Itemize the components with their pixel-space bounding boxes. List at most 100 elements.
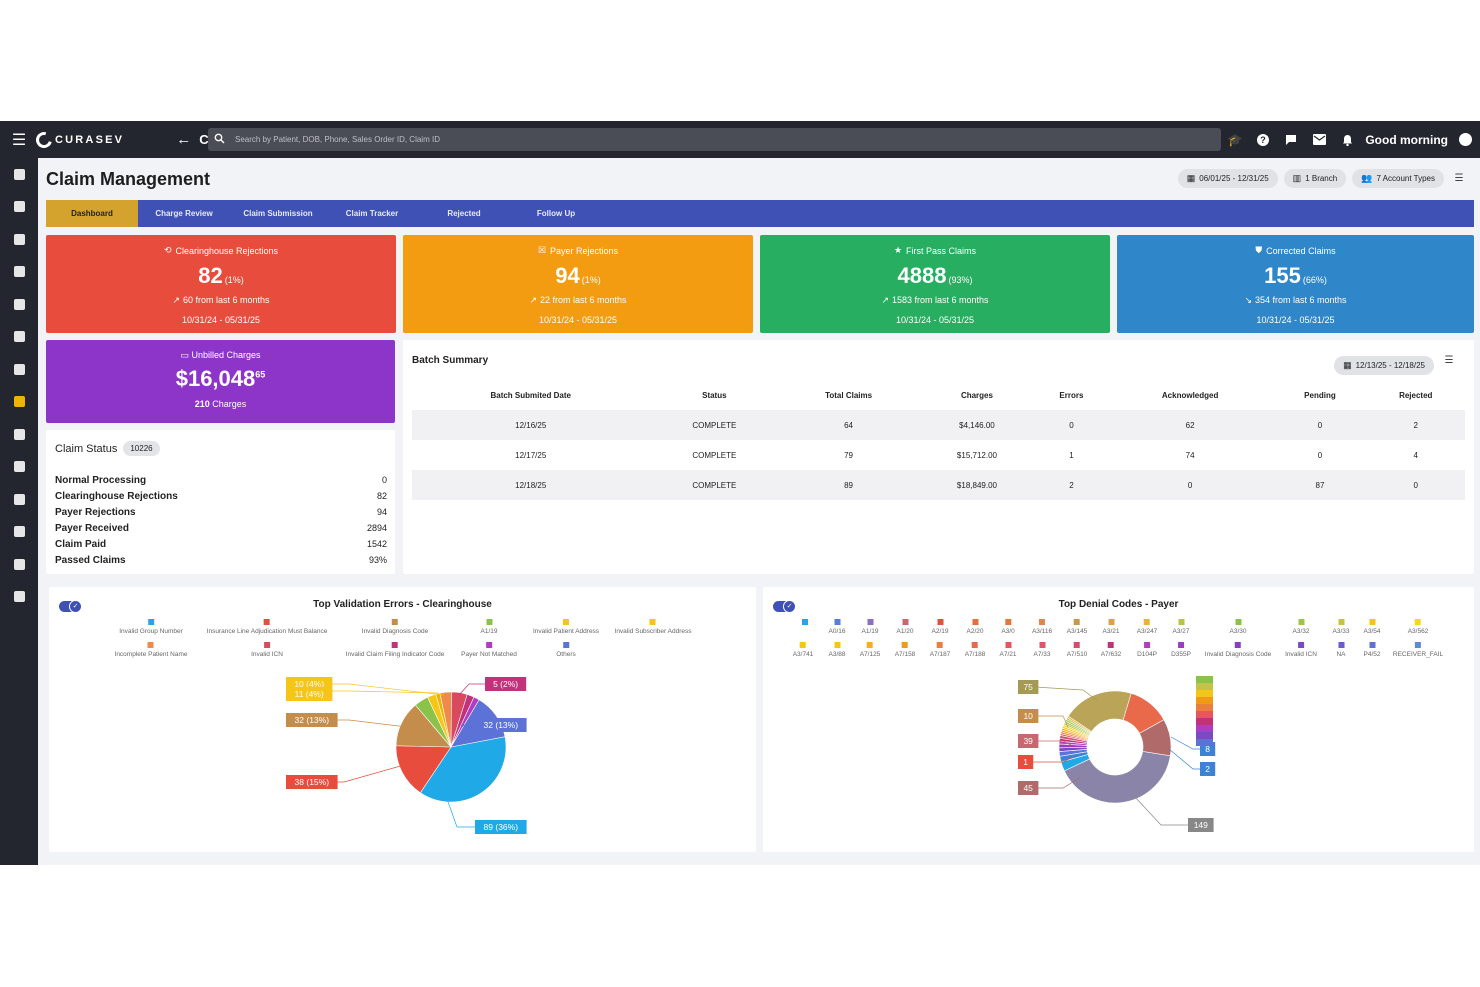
legend-item[interactable]: A7/632 [1101, 642, 1121, 658]
sidebar-settings-icon[interactable] [0, 581, 38, 614]
kpi-clearinghouse-rejections[interactable]: ⟲ Clearinghouse Rejections 82 (1%) ↗ 60 fro… [46, 235, 396, 333]
column-header[interactable]: Total Claims [825, 390, 873, 400]
search-bar[interactable] [208, 128, 1221, 151]
list-item[interactable]: Passed Claims 93% [55, 552, 387, 568]
legend-item[interactable]: Incomplete Patient Name [115, 642, 187, 658]
legend-item[interactable]: A2/20 [967, 619, 984, 635]
legend-item[interactable]: Invalid Claim Filing Indicator Code [346, 642, 444, 658]
help-icon[interactable]: ? [1249, 121, 1277, 158]
sidebar-tasks-icon[interactable] [0, 191, 38, 224]
mail-icon[interactable] [1305, 121, 1333, 158]
legend-item[interactable]: A3/247 [1137, 619, 1157, 635]
legend-item[interactable]: A7/21 [1000, 642, 1017, 658]
legend-item[interactable]: Invalid Subscriber Address [615, 619, 691, 635]
sidebar-analytics-icon[interactable] [0, 418, 38, 451]
kpi-corrected-claims[interactable]: ⛊ Corrected Claims 155 (66%) ↘ 354 from las… [1117, 235, 1474, 333]
tab-rejected[interactable]: Rejected [447, 209, 481, 218]
legend-item[interactable]: A3/33 [1333, 619, 1350, 635]
legend-item[interactable]: A3/562 [1408, 619, 1428, 635]
batch-date-range-chip[interactable]: ▦ 12/13/25 - 12/18/25 [1334, 356, 1434, 375]
list-item[interactable]: Clearinghouse Rejections 82 [55, 488, 387, 504]
legend-item[interactable]: Invalid Group Number [119, 619, 183, 635]
legend-item[interactable]: Insurance Line Adjudication Must Balance [207, 619, 327, 635]
pie-slice[interactable] [419, 736, 507, 803]
sidebar-compliance-icon[interactable] [0, 483, 38, 516]
list-item[interactable]: Claim Paid 1542 [55, 536, 387, 552]
kpi-first-pass-claims[interactable]: ★ First Pass Claims 4888 (93%) ↗ 1583 from … [760, 235, 1110, 333]
table-row[interactable]: 12/18/25 COMPLETE 89 $18,849.00 2 0 87 0 [412, 470, 1465, 500]
legend-item[interactable]: A3/27 [1173, 619, 1190, 635]
column-header[interactable]: Rejected [1399, 390, 1433, 400]
list-item[interactable]: Normal Processing 0 [55, 472, 387, 488]
legend-item[interactable]: A3/88 [829, 642, 846, 658]
legend-item[interactable]: Invalid Diagnosis Code [362, 619, 428, 635]
user-avatar-icon[interactable] [1454, 129, 1476, 151]
legend-item[interactable]: A1/19 [481, 619, 498, 635]
legend-item[interactable]: A7/510 [1067, 642, 1087, 658]
sidebar-forms-icon[interactable] [0, 288, 38, 321]
notification-bell-icon[interactable] [1333, 121, 1361, 158]
legend-item[interactable]: A3/0 [1001, 619, 1015, 635]
legend-item[interactable]: A1/20 [897, 619, 914, 635]
pie-slice[interactable] [1139, 719, 1172, 757]
sidebar-billing-icon[interactable] [0, 386, 38, 419]
filter-icon[interactable]: ☰ [1454, 173, 1464, 184]
back-arrow-icon[interactable]: ← [176, 131, 192, 148]
tab-charge-review[interactable]: Charge Review [155, 209, 213, 218]
search-input[interactable] [230, 135, 1221, 144]
legend-item[interactable]: A2/19 [932, 619, 949, 635]
tab-claim-submission[interactable]: Claim Submission [243, 209, 313, 218]
legend-item[interactable]: A3/30 [1230, 619, 1247, 635]
sidebar-dashboard-icon[interactable] [0, 158, 38, 191]
legend-item[interactable]: A7/158 [895, 642, 915, 658]
sidebar-contacts-icon[interactable] [0, 516, 38, 549]
graduation-cap-icon[interactable]: 🎓 [1227, 132, 1243, 147]
column-header[interactable]: Pending [1304, 390, 1336, 400]
sidebar-checklist-icon[interactable] [0, 256, 38, 289]
legend-item[interactable]: A3/32 [1293, 619, 1310, 635]
column-header[interactable]: Charges [960, 390, 993, 400]
legend-item[interactable]: A7/187 [930, 642, 950, 658]
sidebar-list-icon[interactable] [0, 223, 38, 256]
legend-item[interactable]: A0/16 [829, 619, 846, 635]
column-header[interactable]: Acknowledged [1161, 390, 1219, 400]
legend-item[interactable]: Invalid Diagnosis Code [1205, 642, 1271, 658]
tab-claim-tracker[interactable]: Claim Tracker [345, 209, 399, 218]
branch-chip[interactable]: ▥ 1 Branch [1283, 169, 1347, 188]
table-row[interactable]: 12/16/25 COMPLETE 64 $4,146.00 0 62 0 2 [412, 410, 1465, 440]
legend-item[interactable]: D355P [1171, 642, 1191, 658]
pie-slice[interactable] [1063, 751, 1171, 804]
pie-slice[interactable] [395, 745, 452, 794]
legend-item[interactable]: A3/116 [1032, 619, 1052, 635]
chat-icon[interactable] [1277, 121, 1305, 158]
tab-follow-up[interactable]: Follow Up [536, 209, 576, 218]
logo[interactable]: CURASEV [33, 128, 124, 151]
chart-toggle[interactable]: ✓ [773, 600, 796, 613]
sidebar-documents-icon[interactable] [0, 548, 38, 581]
column-header[interactable]: Batch Submited Date [490, 390, 571, 400]
batch-filter-icon[interactable]: ☰ [1444, 355, 1454, 366]
sidebar-reports-icon[interactable] [0, 321, 38, 354]
legend-item[interactable]: P4/52 [1364, 642, 1381, 658]
legend-item[interactable]: A3/741 [793, 642, 813, 658]
sidebar-folder-icon[interactable] [0, 353, 38, 386]
legend-item[interactable]: A3/145 [1067, 619, 1087, 635]
legend-item[interactable]: Invalid Patient Address [533, 619, 599, 635]
legend-item[interactable]: A7/188 [965, 642, 985, 658]
legend-item[interactable]: A3/21 [1103, 619, 1120, 635]
legend-item[interactable]: A7/125 [860, 642, 880, 658]
legend-item[interactable]: Invalid ICN [1285, 642, 1317, 658]
date-range-chip[interactable]: ▦ 06/01/25 - 12/31/25 [1177, 169, 1278, 188]
column-header[interactable]: Status [702, 390, 727, 400]
legend-item[interactable]: A3/54 [1364, 619, 1381, 635]
legend-item[interactable]: A1/19 [862, 619, 879, 635]
kpi-payer-rejections[interactable]: ☒ Payer Rejections 94 (1%) ↗ 22 from last 6… [403, 235, 753, 333]
legend-item[interactable]: Payer Not Matched [461, 642, 517, 658]
legend-item[interactable]: A7/33 [1034, 642, 1051, 658]
legend-item[interactable]: RECEIVER_FAIL [1393, 642, 1443, 658]
unbilled-charges-card[interactable]: ▭ Unbilled Charges $16,04865 210 Charges [46, 340, 395, 423]
table-row[interactable]: 12/17/25 COMPLETE 79 $15,712.00 1 74 0 4 [412, 440, 1465, 470]
sidebar-support-icon[interactable] [0, 451, 38, 484]
list-item[interactable]: Payer Received 2894 [55, 520, 387, 536]
legend-item[interactable]: Others [556, 642, 576, 658]
